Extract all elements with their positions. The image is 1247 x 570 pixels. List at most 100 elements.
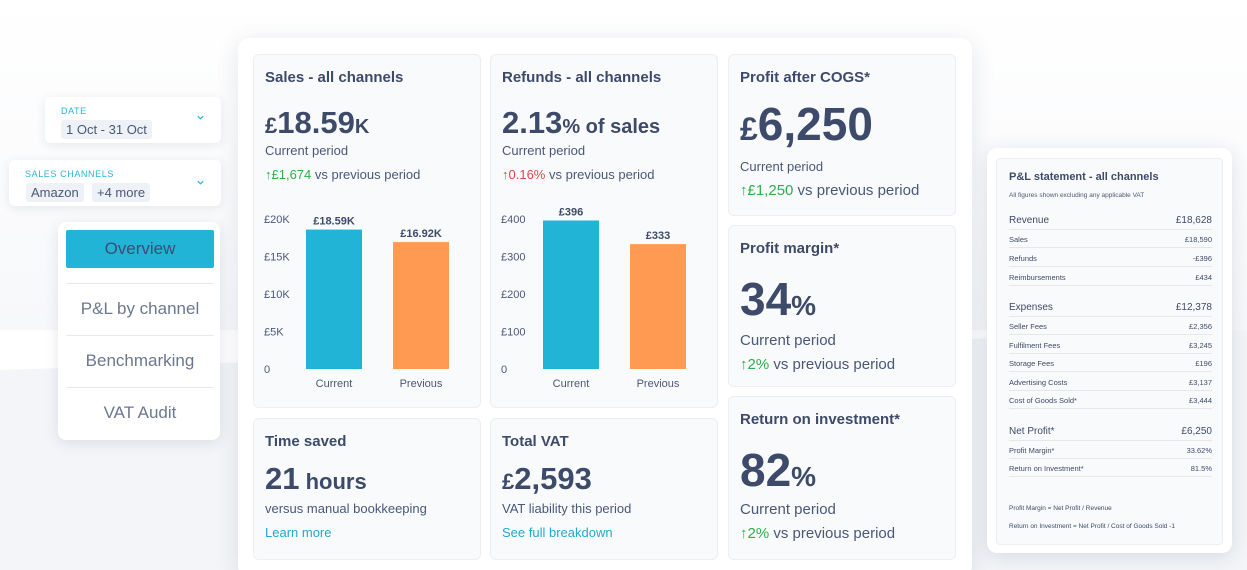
- value-number: 21: [265, 461, 300, 496]
- pl-row-label: Revenue: [1009, 215, 1050, 226]
- full-breakdown-link[interactable]: See full breakdown: [502, 525, 613, 540]
- arrow-up-icon: ↑: [740, 182, 748, 199]
- pl-row-label: Net Profit*: [1009, 426, 1055, 437]
- sales-channels-label: SALES CHANNELS: [25, 169, 114, 179]
- pl-row: Refunds -£396: [1009, 254, 1212, 267]
- pl-statement: P&L statement - all channels All figures…: [996, 158, 1223, 545]
- pl-title: P&L statement - all channels: [1009, 171, 1159, 183]
- pl-row-value: £18,628: [1175, 215, 1212, 226]
- pl-row-value: £3,245: [1189, 341, 1212, 350]
- value-suffix: %: [791, 461, 817, 492]
- time-saved-card[interactable]: Time saved 21 hours versus manual bookke…: [253, 418, 481, 560]
- pl-row-label: Seller Fees: [1009, 322, 1047, 331]
- sub-label: versus manual bookkeeping: [265, 501, 427, 516]
- delta-value: £1,250: [747, 182, 794, 199]
- refunds-bar-chart: £400 £300 £200 £100 0 £396 Current £333 Previous: [501, 207, 686, 390]
- value-number: 82: [740, 444, 792, 496]
- card-title: Return on investment*: [740, 411, 901, 428]
- pl-row: Expenses £12,378: [1009, 302, 1212, 317]
- refunds-card[interactable]: Refunds - all channels 2.13% of sales Cu…: [490, 54, 718, 408]
- nav-item-benchmarking[interactable]: Benchmarking: [85, 351, 195, 370]
- pl-row: Profit Margin* 33.62%: [1009, 446, 1212, 459]
- profit-cogs-card[interactable]: Profit after COGS* £6,250 Current period…: [728, 54, 956, 216]
- time-saved-value: 21 hours: [265, 461, 367, 497]
- profit-margin-value: 34%: [740, 272, 816, 326]
- delta-text: vs previous period: [769, 356, 896, 373]
- bar-previous: [630, 244, 686, 369]
- pl-row: Storage Fees £196: [1009, 359, 1212, 372]
- date-filter[interactable]: DATE 1 Oct - 31 Oct: [45, 97, 221, 143]
- currency-symbol: £: [740, 111, 758, 147]
- date-filter-label: DATE: [61, 106, 87, 116]
- pl-row-value: £3,137: [1189, 378, 1212, 387]
- arrow-up-icon: ↑: [740, 356, 748, 373]
- dashboard-panel: Sales - all channels £18.59K Current per…: [238, 38, 972, 570]
- pl-row-value: £3,444: [1189, 396, 1212, 405]
- bar-data-label: £333: [646, 230, 670, 242]
- sales-channels-more-badge: +4 more: [92, 183, 151, 202]
- nav-item-pl-by-channel[interactable]: P&L by channel: [80, 299, 200, 318]
- sales-card[interactable]: Sales - all channels £18.59K Current per…: [253, 54, 481, 408]
- pl-row: Cost of Goods Sold* £3,444: [1009, 396, 1212, 409]
- pl-row: Advertising Costs £3,137: [1009, 378, 1212, 391]
- delta-value: £1,674: [271, 167, 312, 182]
- value-number: 2,593: [514, 461, 592, 496]
- bar-data-label: £396: [559, 207, 583, 219]
- roi-card[interactable]: Return on investment* 82% Current period…: [728, 396, 956, 560]
- sales-bar-chart: £20K £15K £10K £5K 0 £18.59K Current £16.92K Pre…: [264, 214, 449, 390]
- pl-row-label: Sales: [1009, 235, 1028, 244]
- value-number: 34: [740, 273, 792, 325]
- delta-text: vs previous period: [311, 167, 421, 182]
- x-tick-label: Previous: [637, 378, 680, 390]
- nav-item-overview[interactable]: Overview: [66, 230, 214, 268]
- pl-row: Fulfilment Fees £3,245: [1009, 341, 1212, 354]
- pl-row: Return on Investment* 81.5%: [1009, 464, 1212, 477]
- period-label: Current period: [502, 143, 586, 158]
- pl-footnote: Return on Investment = Net Profit / Cost…: [1009, 523, 1176, 530]
- x-tick-label: Current: [553, 378, 590, 390]
- pl-row-value: £18,590: [1184, 235, 1212, 244]
- chevron-down-icon[interactable]: [196, 113, 205, 122]
- pl-row-value: £2,356: [1189, 322, 1212, 331]
- delta-line: ↑£1,250 vs previous period: [740, 182, 919, 199]
- bar-data-label: £16.92K: [400, 228, 442, 240]
- value-number: 6,250: [757, 98, 873, 150]
- pl-row-value: 81.5%: [1190, 464, 1212, 473]
- pl-row-value: £6,250: [1181, 426, 1212, 437]
- pl-row-label: Advertising Costs: [1009, 378, 1068, 387]
- sales-channels-value: Amazon: [26, 183, 84, 202]
- delta-line: ↑£1,674 vs previous period: [265, 167, 420, 182]
- section-nav: Overview P&L by channel Benchmarking VAT…: [58, 222, 220, 440]
- y-tick-label: £15K: [264, 252, 290, 264]
- card-title: Profit after COGS*: [740, 69, 871, 86]
- total-vat-card[interactable]: Total VAT £2,593 VAT liability this peri…: [490, 418, 718, 560]
- chevron-down-icon[interactable]: [196, 178, 205, 187]
- y-tick-label: £400: [501, 214, 525, 226]
- y-tick-label: £10K: [264, 289, 290, 301]
- x-tick-label: Previous: [400, 378, 443, 390]
- bar-previous: [393, 242, 449, 369]
- date-filter-value: 1 Oct - 31 Oct: [61, 120, 152, 139]
- delta-line: ↑2% vs previous period: [740, 356, 895, 373]
- pl-row-value: -£396: [1192, 254, 1212, 263]
- pl-row: Net Profit* £6,250: [1009, 426, 1212, 441]
- arrow-up-icon: ↑: [740, 525, 748, 542]
- profit-margin-card[interactable]: Profit margin* 34% Current period ↑2% vs…: [728, 225, 956, 387]
- sales-channels-filter[interactable]: SALES CHANNELS Amazon +4 more: [9, 160, 221, 206]
- bar-current: [306, 229, 362, 369]
- value-suffix: K: [354, 116, 370, 138]
- pl-row: Seller Fees £2,356: [1009, 322, 1212, 335]
- currency-symbol: £: [265, 113, 278, 138]
- sub-label: VAT liability this period: [502, 501, 632, 516]
- pl-row-label: Profit Margin*: [1009, 446, 1055, 455]
- nav-item-vat-audit[interactable]: VAT Audit: [103, 403, 177, 422]
- roi-value: 82%: [740, 443, 816, 497]
- period-label: Current period: [740, 501, 836, 518]
- delta-line: ↑2% vs previous period: [740, 525, 895, 542]
- learn-more-link[interactable]: Learn more: [265, 525, 332, 540]
- card-title: Sales - all channels: [265, 69, 404, 86]
- currency-symbol: £: [502, 469, 515, 494]
- delta-value: 2%: [747, 356, 770, 373]
- value-number: 18.59: [277, 105, 355, 140]
- pl-note: All figures shown excluding any applicab…: [1009, 192, 1145, 199]
